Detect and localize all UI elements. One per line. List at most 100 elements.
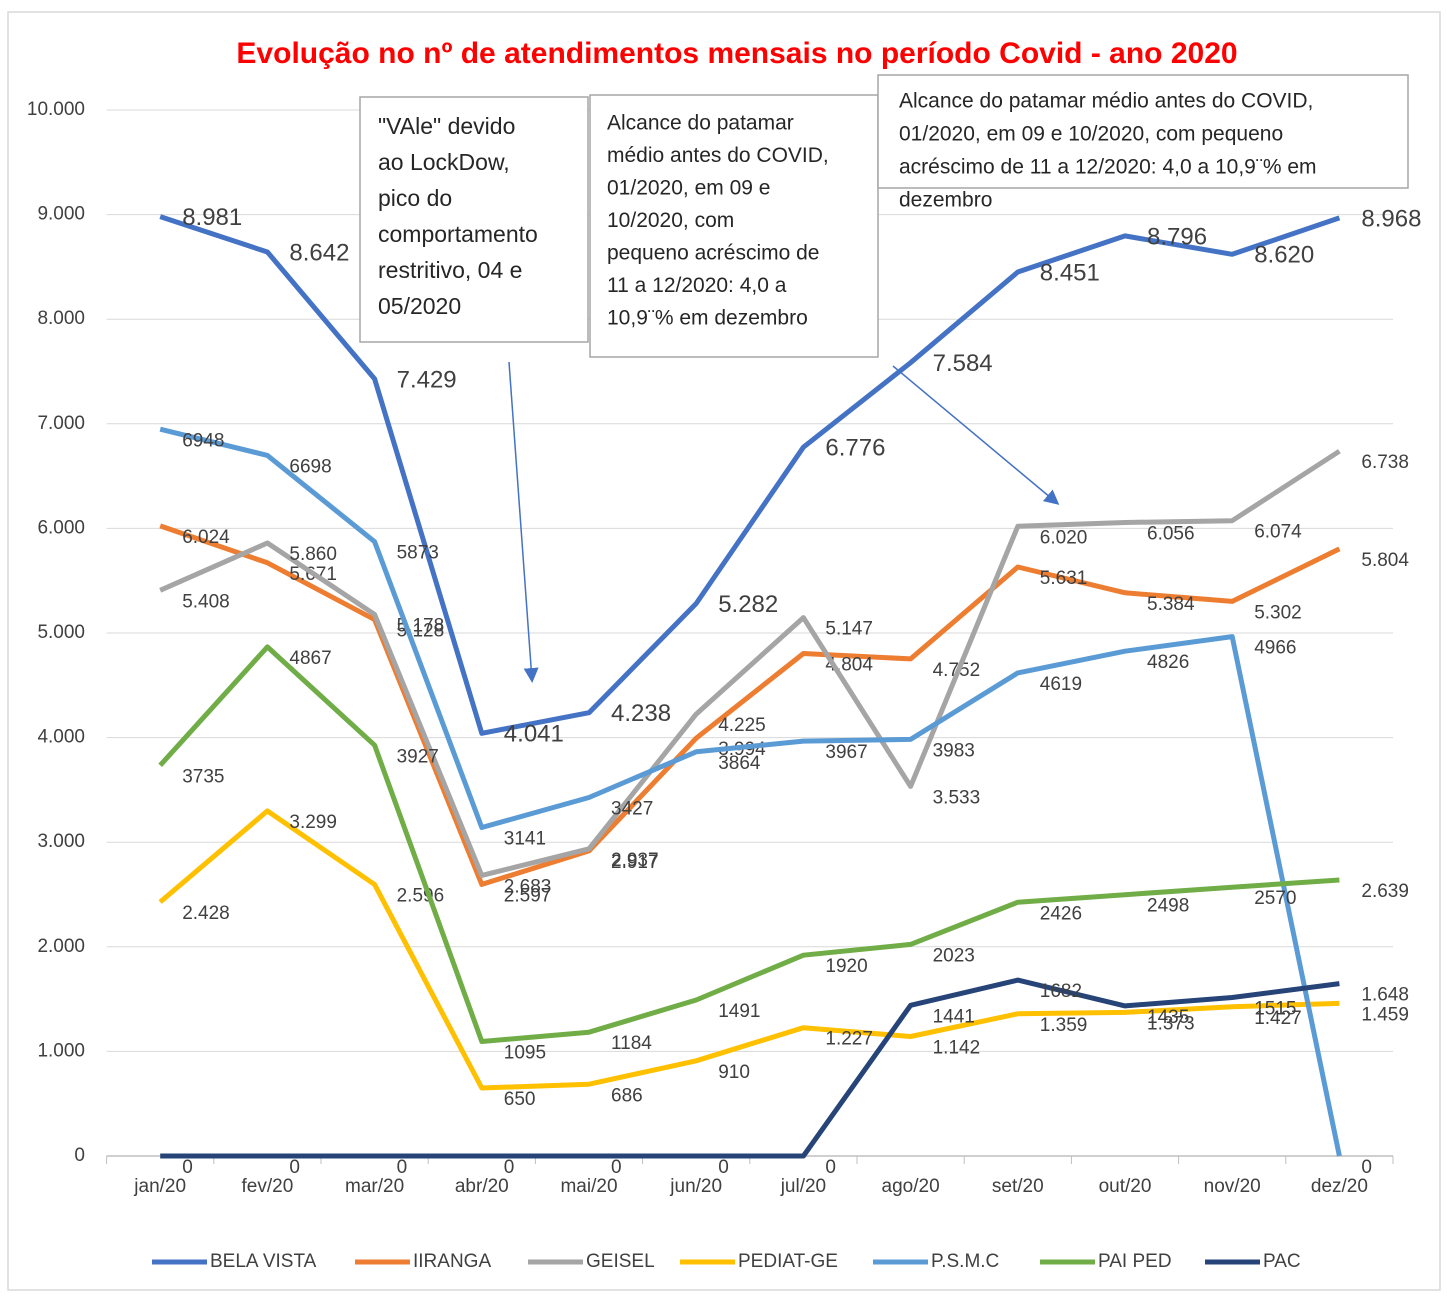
series-line [159, 449, 1341, 878]
data-label: 6.776 [825, 435, 885, 462]
data-label: 1184 [611, 1033, 652, 1054]
x-tick-label: ago/20 [882, 1176, 940, 1197]
y-tick-label: 1.000 [37, 1040, 85, 1061]
data-label: 1.648 [1361, 985, 1409, 1006]
data-label: 0 [504, 1157, 515, 1178]
data-label: 2.917 [611, 852, 659, 873]
annotation-text: restritivo, 04 e [378, 257, 522, 283]
x-tick-label: jun/20 [669, 1176, 722, 1197]
x-tick-label: jul/20 [780, 1176, 826, 1197]
annotation-text: Alcance do patamar [607, 112, 794, 135]
data-label: 1.142 [933, 1038, 981, 1059]
annotation-box [589, 94, 879, 358]
x-tick-label: nov/20 [1204, 1176, 1261, 1197]
data-label: 3.299 [289, 812, 337, 833]
data-label: 1.459 [1361, 1004, 1409, 1025]
y-tick-label: 3.000 [37, 831, 85, 852]
annotation-text: acréscimo de 11 a 12/2020: 4,0 a 10,9¨% … [899, 156, 1317, 179]
data-label: 3864 [718, 753, 761, 774]
data-label: 3967 [825, 742, 867, 763]
data-label: 4826 [1147, 652, 1189, 673]
data-label: 5.384 [1147, 594, 1195, 615]
chart-title: Evolução no nº de atendimentos mensais n… [236, 37, 1237, 70]
data-label: 2.639 [1361, 881, 1409, 902]
y-tick-label: 5.000 [37, 622, 85, 643]
data-label: 8.451 [1040, 259, 1100, 286]
data-label: 8.620 [1254, 242, 1314, 269]
data-label: 6698 [289, 456, 331, 477]
annotation-text: comportamento [378, 221, 538, 247]
x-tick-label: dez/20 [1311, 1176, 1368, 1197]
annotation-text: 05/2020 [378, 293, 461, 319]
annotation-text: médio antes do COVID, [607, 144, 829, 167]
annotation-text: dezembro [899, 189, 992, 212]
series-line [159, 523, 1341, 887]
data-label: 2.937 [611, 850, 659, 871]
annotation-text: 10,9¨% em dezembro [607, 307, 808, 330]
data-label: 2.428 [182, 903, 230, 924]
data-label: 4.238 [611, 700, 671, 727]
data-label: 8.968 [1361, 205, 1421, 232]
legend-label: P.S.M.C [931, 1251, 999, 1272]
data-label: 2426 [1040, 903, 1082, 924]
legend-label: BELA VISTA [210, 1251, 317, 1272]
annotation-box [877, 74, 1409, 189]
data-label: 5.860 [289, 544, 337, 565]
data-label: 2.597 [504, 885, 552, 906]
y-tick-label: 6.000 [37, 517, 85, 538]
data-label: 5.631 [1040, 568, 1088, 589]
data-label: 6.024 [182, 527, 230, 548]
data-label: 1095 [504, 1042, 546, 1063]
data-label: 1.427 [1254, 1008, 1302, 1029]
data-label: 3927 [397, 746, 439, 767]
data-label: 650 [504, 1089, 536, 1110]
data-label: 5.302 [1254, 602, 1302, 623]
y-tick-label: 4.000 [37, 727, 85, 748]
data-label: 3983 [933, 740, 975, 761]
y-tick-label: 9.000 [37, 204, 85, 225]
data-label: 8.981 [182, 204, 242, 231]
y-tick-label: 0 [74, 1145, 85, 1166]
annotation-text: pico do [378, 185, 452, 211]
annotation-text: Alcance do patamar médio antes do COVID, [899, 90, 1313, 113]
data-label: 3735 [182, 766, 224, 787]
y-tick-label: 2.000 [37, 936, 85, 957]
data-label: 1441 [933, 1006, 975, 1027]
data-label: 2498 [1147, 896, 1189, 917]
data-label: 0 [825, 1157, 836, 1178]
y-tick-label: 8.000 [37, 308, 85, 329]
series-line [158, 808, 1340, 1091]
series-line [159, 214, 1341, 736]
data-label: 1.359 [1040, 1015, 1088, 1036]
x-tick-label: fev/20 [242, 1176, 294, 1197]
data-label: 0 [397, 1157, 408, 1178]
data-label: 1435 [1147, 1007, 1189, 1028]
annotation-text: 10/2020, com [607, 209, 734, 232]
annotation-text: 01/2020, em 09 e 10/2020, com pequeno [899, 123, 1283, 146]
data-label: 1.373 [1147, 1013, 1195, 1034]
data-label: 3427 [611, 799, 653, 820]
data-label: 686 [611, 1085, 643, 1106]
series-line [160, 977, 1340, 1159]
data-label: 2570 [1254, 888, 1296, 909]
series-line [158, 644, 1340, 1044]
data-label: 1.227 [825, 1029, 873, 1050]
data-label: 1491 [718, 1001, 760, 1022]
data-label: 7.429 [397, 366, 457, 393]
data-label: 3141 [504, 828, 546, 849]
x-tick-label: jan/20 [133, 1176, 186, 1197]
data-label: 1682 [1040, 981, 1082, 1002]
data-label: 6.056 [1147, 524, 1195, 545]
data-label: 6.020 [1040, 527, 1088, 548]
data-label: 1920 [825, 956, 867, 977]
data-label: 6.074 [1254, 522, 1302, 543]
x-tick-label: out/20 [1099, 1176, 1152, 1197]
data-label: 0 [611, 1157, 622, 1178]
annotation-text: 11 a 12/2020: 4,0 a [607, 274, 787, 297]
x-tick-label: abr/20 [455, 1176, 509, 1197]
data-label: 5.408 [182, 591, 230, 612]
legend-label: PEDIAT-GE [738, 1251, 838, 1272]
data-label: 5.804 [1361, 550, 1409, 571]
